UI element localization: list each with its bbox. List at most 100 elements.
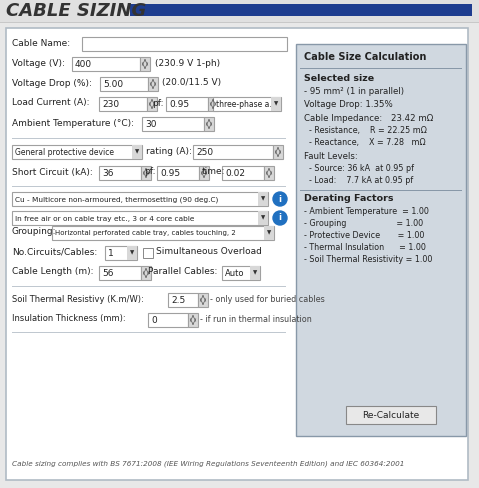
Bar	[222, 166, 264, 180]
Text: - Resistance,    R = 22.25 mΩ: - Resistance, R = 22.25 mΩ	[304, 126, 427, 135]
Bar	[130, 4, 472, 16]
Text: - Reactance,    X = 7.28   mΩ: - Reactance, X = 7.28 mΩ	[304, 138, 426, 147]
Bar	[296, 44, 466, 436]
Bar	[264, 166, 274, 180]
Bar	[140, 57, 150, 71]
Bar	[141, 166, 151, 180]
Text: Short Circuit (kA):: Short Circuit (kA):	[12, 167, 93, 177]
Text: 0.95: 0.95	[169, 100, 189, 109]
Text: ▼: ▼	[274, 102, 278, 106]
Text: CABLE SIZING: CABLE SIZING	[6, 2, 146, 20]
Bar	[193, 145, 273, 159]
Bar	[258, 211, 268, 225]
Text: Selected size: Selected size	[304, 74, 374, 83]
Bar	[12, 211, 268, 225]
Text: rating (A):: rating (A):	[146, 147, 192, 157]
Text: time:: time:	[202, 167, 226, 177]
Bar	[166, 97, 208, 111]
Bar	[12, 192, 268, 206]
Text: ▼: ▼	[267, 230, 271, 236]
Text: - Source: 36 kA  at 0.95 pf: - Source: 36 kA at 0.95 pf	[304, 164, 414, 173]
Bar	[127, 246, 137, 260]
Circle shape	[273, 211, 287, 225]
Text: 0: 0	[151, 316, 157, 325]
Text: i: i	[278, 214, 282, 223]
Text: Cable Impedance:: Cable Impedance:	[304, 114, 382, 123]
Text: - if run in thermal insulation: - if run in thermal insulation	[200, 314, 312, 324]
Bar	[300, 68, 462, 69]
Bar	[99, 97, 147, 111]
Bar	[0, 22, 479, 23]
Bar	[12, 286, 286, 287]
Bar	[100, 77, 148, 91]
Text: 230: 230	[102, 100, 119, 109]
Bar	[157, 166, 199, 180]
Circle shape	[273, 192, 287, 206]
Bar	[143, 248, 153, 258]
Text: 36: 36	[102, 169, 114, 178]
Bar	[12, 332, 286, 333]
Bar	[199, 166, 209, 180]
Text: (230.9 V 1-ph): (230.9 V 1-ph)	[155, 59, 220, 67]
Text: ▼: ▼	[130, 250, 134, 256]
Text: i: i	[278, 195, 282, 203]
Bar	[12, 138, 286, 139]
Text: Voltage (V):: Voltage (V):	[12, 59, 65, 67]
Bar	[346, 406, 436, 424]
Bar	[188, 313, 198, 327]
Bar	[105, 246, 137, 260]
Text: - Ambient Temperature  = 1.00: - Ambient Temperature = 1.00	[304, 207, 429, 216]
Text: 56: 56	[102, 269, 114, 278]
Bar	[72, 57, 140, 71]
Bar	[264, 226, 274, 240]
Text: Horizontal perforated cable tray, cables touching, 2: Horizontal perforated cable tray, cables…	[55, 230, 236, 237]
Text: Cable Length (m):: Cable Length (m):	[12, 267, 93, 277]
Text: - Protective Device       = 1.00: - Protective Device = 1.00	[304, 231, 424, 240]
Bar	[0, 0, 479, 22]
Text: Cable sizing complies with BS 7671:2008 (IEE Wiring Regulations Seventeenth Edit: Cable sizing complies with BS 7671:2008 …	[12, 460, 404, 467]
Text: Fault Levels:: Fault Levels:	[304, 152, 358, 161]
Text: Voltage Drop: 1.35%: Voltage Drop: 1.35%	[304, 100, 393, 109]
Bar	[99, 166, 141, 180]
Bar	[222, 266, 260, 280]
Text: pf:: pf:	[152, 99, 163, 107]
Text: - Thermal Insulation      = 1.00: - Thermal Insulation = 1.00	[304, 243, 426, 252]
Text: Derating Factors: Derating Factors	[304, 194, 394, 203]
Text: Load Current (A):: Load Current (A):	[12, 99, 90, 107]
Text: 0.02: 0.02	[225, 169, 245, 178]
Text: ▼: ▼	[261, 216, 265, 221]
Text: Cable Name:: Cable Name:	[12, 39, 70, 47]
Bar	[273, 145, 283, 159]
Text: In free air or on cable tray etc., 3 or 4 core cable: In free air or on cable tray etc., 3 or …	[15, 216, 194, 222]
Text: Soil Thermal Resistivy (K.m/W):: Soil Thermal Resistivy (K.m/W):	[12, 294, 144, 304]
Text: 400: 400	[75, 60, 92, 69]
Text: Re-Calculate: Re-Calculate	[363, 410, 420, 420]
Text: Insulation Thickness (mm):: Insulation Thickness (mm):	[12, 314, 125, 324]
Bar	[12, 186, 286, 187]
Text: - Soil Thermal Resistivity = 1.00: - Soil Thermal Resistivity = 1.00	[304, 255, 433, 264]
Bar	[204, 117, 214, 131]
Bar	[147, 97, 157, 111]
Bar	[52, 226, 274, 240]
Text: - Load:    7.7 kA at 0.95 pf: - Load: 7.7 kA at 0.95 pf	[304, 176, 413, 185]
Text: Simultaneous Overload: Simultaneous Overload	[156, 247, 262, 257]
Bar	[250, 266, 260, 280]
Bar	[271, 97, 281, 111]
Text: - Grouping                    = 1.00: - Grouping = 1.00	[304, 219, 423, 228]
Bar	[12, 145, 142, 159]
Bar	[168, 293, 198, 307]
Text: - only used for buried cables: - only used for buried cables	[210, 294, 325, 304]
Text: No.Circuits/Cables:: No.Circuits/Cables:	[12, 247, 97, 257]
Text: ▼: ▼	[261, 197, 265, 202]
Text: 5.00: 5.00	[103, 80, 123, 89]
Bar	[213, 97, 281, 111]
Text: 250: 250	[196, 148, 213, 157]
Text: 23.42 mΩ: 23.42 mΩ	[391, 114, 433, 123]
Text: Ambient Temperature (°C):: Ambient Temperature (°C):	[12, 119, 134, 127]
Bar	[208, 97, 218, 111]
Text: Auto: Auto	[225, 269, 244, 278]
Text: 2.5: 2.5	[171, 296, 185, 305]
Bar	[141, 266, 151, 280]
Text: 1: 1	[108, 249, 114, 258]
Text: Grouping:: Grouping:	[12, 227, 57, 237]
